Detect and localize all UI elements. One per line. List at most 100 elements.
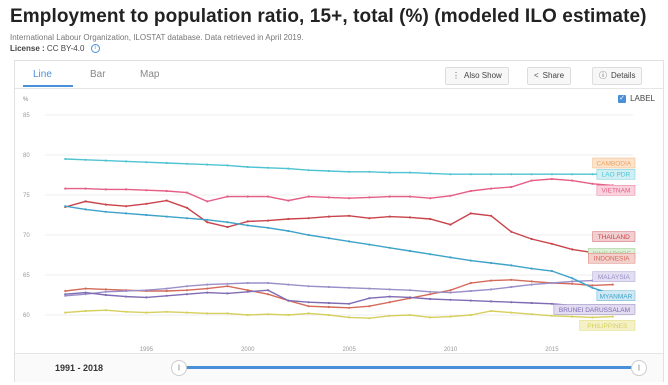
license-value[interactable]: CC BY-4.0: [46, 44, 85, 53]
data-point: [145, 189, 148, 192]
data-point: [469, 189, 472, 193]
data-point: [64, 311, 67, 314]
data-point: [246, 281, 249, 285]
also-show-button[interactable]: ⋮ Also Show: [445, 67, 509, 85]
data-point: [368, 217, 371, 220]
data-point: [206, 221, 209, 224]
data-point: [84, 291, 87, 294]
data-point: [104, 290, 107, 293]
data-point: [206, 218, 209, 221]
data-point: [84, 309, 87, 313]
license-row: License : CC BY-4.0 i: [10, 44, 100, 54]
tab-bar[interactable]: Bar: [90, 69, 106, 80]
data-point: [530, 283, 533, 286]
data-point: [185, 293, 189, 296]
range-end-handle[interactable]: ||: [631, 360, 647, 376]
data-point: [64, 157, 67, 161]
checkbox-checked-icon[interactable]: ✓: [618, 94, 627, 103]
data-point: [165, 215, 168, 218]
data-point: [449, 173, 452, 176]
data-point: [185, 191, 189, 194]
range-start-handle[interactable]: ||: [171, 360, 187, 376]
license-label: License :: [10, 44, 45, 53]
data-point: [185, 206, 189, 209]
data-point: [408, 216, 412, 219]
data-point: [307, 233, 310, 237]
series-label: INDONESIA: [594, 256, 630, 263]
data-point: [327, 196, 330, 199]
data-point: [591, 173, 594, 176]
series-line-malaysia: [65, 279, 613, 297]
data-point: [165, 294, 168, 297]
data-point: [165, 189, 168, 193]
data-point: [246, 224, 249, 227]
data-point: [246, 290, 249, 293]
data-point: [368, 317, 371, 320]
data-point: [530, 313, 533, 316]
data-point: [185, 311, 189, 314]
series-label: PHILIPPINES: [587, 323, 628, 330]
data-point: [185, 289, 189, 292]
share-button[interactable]: < Share: [527, 67, 572, 85]
label-toggle[interactable]: ✓ LABEL: [618, 94, 655, 103]
data-point: [64, 205, 67, 208]
data-point: [388, 246, 391, 249]
data-point: [307, 305, 310, 308]
data-point: [266, 293, 270, 296]
series-label: THAILAND: [598, 234, 630, 241]
data-point: [287, 167, 290, 170]
data-point: [84, 287, 87, 290]
data-point: [550, 281, 553, 285]
data-point: [368, 196, 371, 199]
data-point: [449, 298, 452, 301]
data-point: [550, 302, 553, 305]
data-point: [571, 248, 574, 251]
data-point: [530, 179, 533, 182]
series-line-vietnam: [65, 178, 613, 203]
data-point: [489, 187, 493, 190]
data-point: [510, 264, 513, 267]
data-point: [550, 269, 553, 273]
data-point: [327, 237, 330, 240]
data-point: [591, 182, 594, 185]
data-point: [165, 289, 168, 293]
data-point: [327, 215, 330, 218]
data-point: [611, 283, 614, 286]
data-point: [266, 226, 270, 229]
view-tabs: Line Bar Map ⋮ Also Show < Share ⓘ Details: [15, 61, 663, 89]
data-point: [530, 267, 533, 270]
info-icon[interactable]: i: [90, 44, 100, 54]
details-button[interactable]: ⓘ Details: [592, 67, 643, 85]
data-point: [510, 173, 513, 176]
data-point: [307, 285, 310, 288]
data-point: [104, 159, 107, 162]
line-chart: % 60 65 70 75 80 85 1995 2000 2005 2010 2015 CAMBODI…: [23, 97, 636, 353]
range-slider-track[interactable]: [178, 366, 638, 369]
data-point: [550, 177, 553, 181]
data-point: [550, 242, 553, 245]
data-point: [571, 179, 574, 182]
details-label: Details: [611, 71, 636, 80]
data-point: [388, 301, 391, 304]
also-show-label: Also Show: [464, 71, 502, 80]
data-point: [571, 282, 574, 285]
series-label: MYANMAR: [600, 293, 633, 300]
data-point: [64, 293, 67, 296]
series-line-myanmar: [65, 205, 613, 295]
data-point: [64, 294, 67, 297]
data-point: [145, 213, 148, 217]
tab-line[interactable]: Line: [33, 69, 52, 80]
label-toggle-text: LABEL: [630, 94, 655, 103]
data-point: [550, 314, 553, 317]
data-point: [348, 197, 351, 200]
data-point: [429, 290, 432, 293]
tab-map[interactable]: Map: [140, 69, 160, 80]
data-point: [206, 163, 209, 166]
y-tick-label: 75: [23, 193, 30, 199]
series-label: MALAYSIA: [598, 274, 631, 281]
data-point: [368, 287, 371, 290]
data-point: [125, 310, 128, 313]
series-label: CAMBODIA: [596, 161, 631, 168]
series-label: BRUNEI DARUSSALAM: [559, 307, 630, 314]
data-point: [64, 187, 67, 190]
